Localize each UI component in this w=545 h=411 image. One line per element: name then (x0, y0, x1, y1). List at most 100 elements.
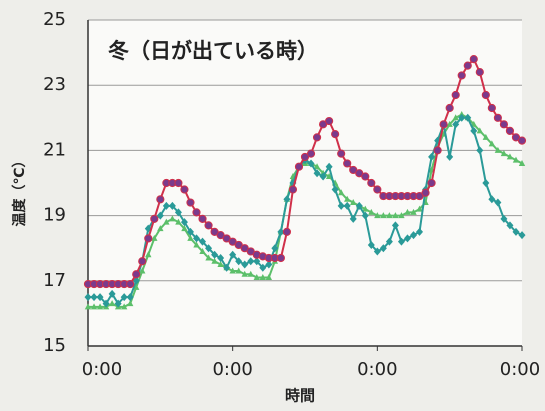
point (138, 257, 147, 266)
point (114, 299, 122, 308)
point (398, 212, 405, 219)
point (186, 198, 195, 207)
point (379, 244, 387, 253)
point (313, 169, 321, 178)
point (500, 214, 508, 223)
point (235, 267, 242, 274)
point (361, 211, 369, 220)
point (199, 237, 207, 246)
point (343, 195, 351, 202)
point (162, 201, 170, 210)
point (265, 274, 273, 281)
point (487, 103, 496, 113)
point (373, 247, 381, 256)
point (265, 260, 273, 269)
point (337, 189, 345, 196)
point (476, 127, 484, 134)
point (380, 212, 387, 219)
point (102, 299, 110, 308)
point (96, 293, 104, 302)
point (337, 149, 346, 158)
point (174, 178, 183, 188)
point (463, 61, 472, 70)
point (181, 225, 188, 232)
point (494, 146, 502, 153)
point (361, 172, 370, 181)
point (139, 267, 146, 274)
point (343, 201, 351, 210)
point (187, 234, 194, 241)
point (518, 231, 526, 240)
point (421, 188, 430, 197)
point (325, 172, 333, 179)
point (518, 159, 526, 166)
point (294, 162, 304, 171)
x-tick-label: 0:00 (212, 359, 252, 380)
point (506, 153, 514, 160)
point (180, 218, 188, 227)
point (337, 201, 345, 210)
point (276, 253, 285, 263)
point (367, 178, 376, 188)
point (416, 205, 423, 212)
point (288, 185, 298, 194)
point (445, 103, 454, 113)
y-axis-label: 温度（℃） (11, 154, 28, 227)
x-tick-label: 0:00 (500, 359, 540, 380)
point (368, 208, 375, 215)
point (355, 201, 363, 210)
point (306, 149, 316, 158)
point (307, 159, 315, 168)
point (512, 227, 520, 236)
point (223, 263, 231, 272)
point (198, 214, 207, 223)
point (84, 293, 92, 302)
point (253, 257, 261, 266)
point (90, 303, 98, 310)
point (410, 231, 417, 240)
point (193, 241, 200, 248)
y-tick-label: 17 (43, 270, 66, 291)
point (241, 260, 249, 269)
point (446, 152, 454, 161)
point (156, 211, 164, 220)
point (452, 120, 460, 129)
point (229, 267, 236, 274)
point (133, 283, 140, 290)
y-tick-label: 23 (43, 74, 66, 95)
point (150, 214, 159, 223)
point (385, 237, 393, 246)
point (175, 218, 182, 225)
point (343, 159, 352, 168)
point (312, 133, 322, 142)
point (505, 126, 515, 135)
point (427, 178, 436, 188)
point (451, 90, 460, 100)
point (108, 289, 116, 298)
point (204, 221, 213, 230)
point (482, 133, 490, 140)
point (193, 234, 200, 243)
point (229, 250, 237, 259)
point (517, 136, 527, 145)
x-tick-label: 0:00 (357, 359, 397, 380)
point (205, 254, 212, 261)
point (282, 227, 292, 236)
point (410, 208, 417, 215)
point (319, 172, 327, 181)
point (283, 195, 291, 204)
y-tick-label: 25 (43, 9, 66, 30)
point (391, 221, 399, 230)
point (428, 152, 436, 161)
point (259, 274, 267, 281)
point (457, 71, 466, 80)
point (96, 303, 104, 310)
point (174, 208, 182, 217)
point (217, 261, 224, 267)
y-tick-label: 19 (43, 205, 66, 226)
point (506, 221, 514, 230)
point (90, 293, 98, 302)
point (493, 113, 502, 122)
